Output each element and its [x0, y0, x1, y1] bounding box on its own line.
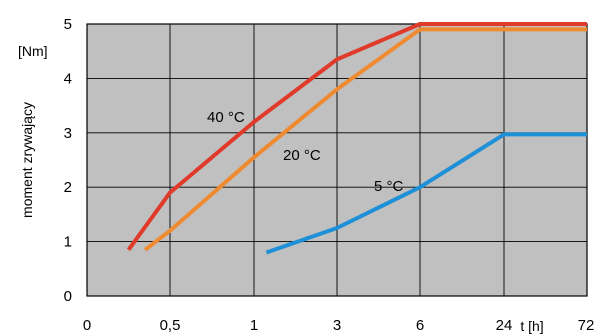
- y-tick-label-0: 0: [64, 288, 72, 305]
- annotation-5c: 5 °C: [374, 178, 404, 195]
- series-line-1: [143, 27, 587, 252]
- series-line-0: [126, 22, 587, 251]
- x-tick-labels: 0 0,5 1 3 6 24 72: [83, 317, 595, 334]
- x-unit-label: t [h]: [520, 318, 543, 334]
- x-tick-label-3: 3: [333, 317, 341, 334]
- y-tick-labels: 0 1 2 3 4 5: [64, 16, 72, 305]
- grid: [87, 24, 587, 296]
- series-lines: [126, 22, 587, 255]
- x-tick-label-2: 1: [250, 317, 258, 334]
- y-axis-label: moment zrywający: [19, 102, 35, 218]
- y-tick-label-4: 4: [64, 70, 72, 87]
- x-tick-label-5: 24: [496, 317, 513, 334]
- y-tick-label-1: 1: [64, 234, 72, 251]
- annotation-20c: 20 °C: [283, 147, 321, 164]
- x-tick-label-4: 6: [416, 317, 424, 334]
- x-tick-label-0: 0: [83, 317, 91, 334]
- y-unit-label: [Nm]: [18, 43, 48, 59]
- x-tick-label-6: 72: [578, 317, 595, 334]
- y-tick-label-3: 3: [64, 125, 72, 142]
- annotation-40c: 40 °C: [207, 109, 245, 126]
- y-tick-label-2: 2: [64, 179, 72, 196]
- x-tick-label-1: 0,5: [160, 317, 181, 334]
- series-line-2: [265, 132, 587, 255]
- y-tick-label-5: 5: [64, 16, 72, 33]
